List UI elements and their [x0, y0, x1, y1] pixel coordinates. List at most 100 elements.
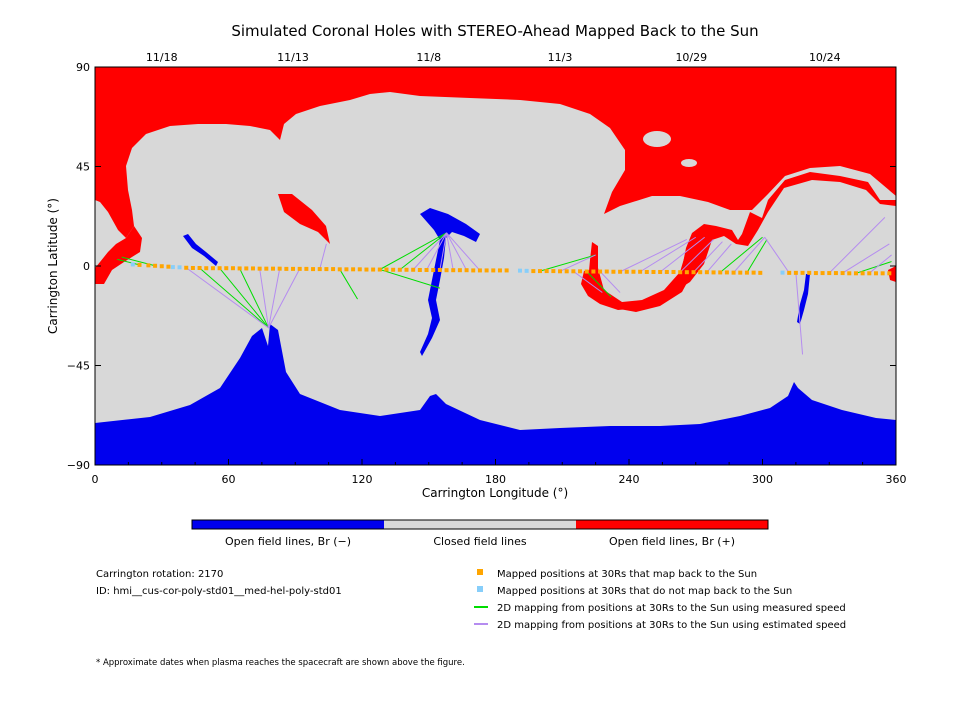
mapped-point [351, 267, 356, 272]
mapped-point [644, 269, 649, 274]
mapped-point [311, 267, 316, 272]
mapping-line-estimated [259, 268, 270, 328]
mapped-point [873, 271, 878, 276]
mapped-point [471, 268, 476, 273]
top-date-label: 11/3 [548, 51, 573, 64]
mapping-line-measured [117, 258, 140, 266]
mapped-point [578, 269, 583, 274]
mapping-line-measured [219, 267, 269, 329]
mapped-point [704, 270, 709, 275]
mapped-point [271, 266, 275, 271]
mapped-point [631, 269, 636, 274]
model-id: ID: hmi__cus-cor-poly-std01__med-hel-pol… [96, 586, 342, 597]
mapped-point [724, 270, 729, 275]
mapped-point [457, 268, 462, 273]
colorbar-frame [191, 519, 769, 530]
mapped-point [244, 266, 249, 271]
mapped-point [371, 267, 376, 272]
colorbar-label-negative: Open field lines, Br (−) [225, 535, 351, 548]
mapping-line-estimated [446, 232, 468, 271]
mapped-point [464, 268, 469, 273]
mapped-points [130, 262, 892, 276]
colorbar-positive [576, 520, 768, 529]
mapping-line-estimated [868, 254, 892, 274]
unmapped-point [780, 270, 785, 275]
mapped-point [800, 270, 805, 275]
mapped-point [297, 266, 302, 271]
mapped-point [571, 269, 576, 274]
mapped-point [671, 269, 676, 274]
mapped-point [860, 271, 865, 276]
mapped-point [820, 271, 825, 276]
mapping-line-measured [339, 269, 358, 300]
mapped-point [184, 265, 189, 270]
mapping-line-estimated [446, 232, 481, 271]
mapped-point [698, 270, 703, 275]
unmapped-point [517, 268, 522, 273]
plot-area [95, 67, 896, 465]
unmapped-point [524, 268, 529, 273]
mapped-point [237, 266, 242, 271]
mapped-point [787, 270, 792, 275]
colorbar: Open field lines, Br (−) Closed field li… [191, 519, 769, 548]
mapping-line-measured [379, 232, 447, 270]
mapping-line-estimated [412, 232, 447, 271]
mapping-line-estimated [185, 267, 269, 329]
mapping-line-estimated [599, 271, 621, 293]
x-tick-label: 300 [752, 473, 773, 486]
mapping-line-estimated [439, 232, 448, 271]
mapped-point [738, 270, 743, 275]
mapping-line-estimated [842, 243, 890, 274]
mapped-point [618, 269, 623, 274]
negative-polarity-hole [797, 274, 810, 324]
mapped-point [624, 269, 629, 274]
mapped-point [558, 269, 563, 274]
x-tick-label: 180 [485, 473, 506, 486]
mapping-line-estimated [573, 270, 603, 293]
mapped-point [431, 267, 436, 272]
mapped-point [504, 268, 509, 273]
mapped-point [411, 267, 416, 272]
colorbar-negative [192, 520, 384, 529]
top-date-label: 11/8 [416, 51, 441, 64]
mapped-point [867, 271, 872, 276]
mapped-point [847, 271, 852, 276]
negative-polarity-hole [183, 234, 218, 266]
y-tick-label: −45 [67, 360, 90, 373]
mapped-point [337, 267, 342, 272]
mapping-line-estimated [426, 232, 447, 271]
mapped-point [564, 269, 569, 274]
legend-measured: 2D mapping from positions at 30Rs to the… [497, 603, 846, 614]
mapping-line-estimated [693, 241, 723, 273]
mapped-point [391, 267, 396, 272]
mapping-line-measured [379, 269, 441, 289]
closed-island [643, 131, 671, 147]
mapped-point [611, 269, 616, 274]
mapped-point [404, 267, 409, 272]
mapping-line-estimated [319, 243, 327, 270]
x-tick-label: 360 [886, 473, 907, 486]
positive-polarity-patch [588, 228, 712, 312]
mapping-line-estimated [619, 239, 688, 273]
mapped-point [813, 271, 818, 276]
mapped-point [377, 267, 382, 272]
x-tick-label: 240 [619, 473, 640, 486]
mapped-point [638, 269, 643, 274]
mapped-point [880, 271, 885, 276]
mapped-point [153, 263, 158, 268]
mapping-line-estimated [559, 254, 596, 272]
mapping-line-estimated [828, 217, 886, 274]
mapping-line-measured [746, 239, 768, 273]
mapped-point [146, 263, 151, 268]
mapped-point [357, 267, 362, 272]
chart-title: Simulated Coronal Holes with STEREO-Ahea… [231, 22, 758, 40]
mapped-point [664, 269, 669, 274]
mapped-point [731, 270, 736, 275]
mapping-line-estimated [764, 236, 790, 274]
mapping-line-estimated [733, 236, 766, 273]
y-tick-label: 45 [76, 161, 90, 174]
negative-polarity-south [95, 324, 896, 465]
mapped-point [544, 269, 549, 274]
mapping-lines [117, 217, 892, 355]
